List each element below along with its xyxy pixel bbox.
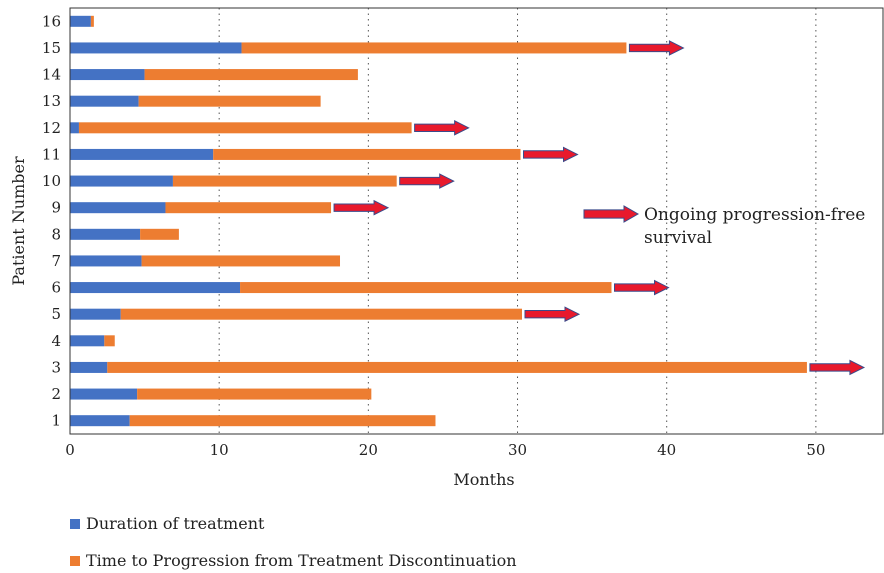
bar-treatment-patient-10 [70,175,173,187]
bar-treatment-patient-3 [70,361,108,373]
legend-label-treatment: Duration of treatment [86,514,265,533]
y-tick-label-8: 8 [51,225,61,243]
bar-treatment-patient-11 [70,148,214,160]
bar-treatment-patient-12 [70,122,79,134]
x-axis-title: Months [453,470,514,489]
ongoing-arrows [333,40,866,376]
bar-progression-patient-14 [144,69,358,81]
x-tick-label-50: 50 [806,441,825,459]
bar-progression-patient-3 [107,361,807,373]
bars [70,15,807,427]
x-tick-label-40: 40 [657,441,676,459]
ongoing-arrow-patient-15 [628,40,685,56]
y-tick-label-16: 16 [42,12,61,30]
bar-treatment-patient-2 [70,388,138,400]
y-tick-label-12: 12 [42,119,61,137]
y-axis-title: Patient Number [9,156,28,286]
bar-progression-patient-12 [78,122,412,134]
ongoing-arrow-patient-9 [333,199,390,216]
legend-label-progression: Time to Progression from Treatment Disco… [86,551,517,570]
bar-progression-patient-4 [104,335,115,347]
ongoing-arrow-patient-5 [524,306,581,322]
y-tick-label-9: 9 [51,199,61,217]
y-tick-label-11: 11 [42,145,61,163]
annotation-line-1: Ongoing progression-free [644,205,865,225]
legend-item-treatment: Duration of treatment [70,514,264,533]
y-tick-label-10: 10 [42,172,61,190]
x-tick-label-10: 10 [210,441,229,459]
bar-treatment-patient-15 [70,42,242,54]
bar-progression-patient-9 [165,202,332,214]
legend-swatch-progression [70,555,80,566]
x-tick-labels: 0 10 20 30 40 50 [65,441,825,459]
x-tick-label-30: 30 [508,441,527,459]
ongoing-arrow-patient-6 [614,279,670,296]
y-tick-label-1: 1 [51,412,61,430]
y-tick-label-6: 6 [51,279,61,297]
bar-treatment-patient-4 [70,335,105,347]
y-tick-label-15: 15 [42,39,61,57]
bar-progression-patient-16 [90,15,94,27]
ongoing-arrow-patient-11 [523,146,579,163]
ongoing-arrow-patient-3 [809,359,866,376]
bar-treatment-patient-16 [70,15,91,27]
bar-treatment-patient-9 [70,202,166,214]
annotation: Ongoing progression-free survival [583,205,865,248]
bar-treatment-patient-1 [70,415,130,427]
y-tick-label-14: 14 [42,66,61,84]
y-tick-label-13: 13 [42,92,61,110]
bar-treatment-patient-7 [70,255,142,267]
x-tick-label-20: 20 [359,441,378,459]
y-tick-label-3: 3 [51,358,61,376]
bar-treatment-patient-6 [70,282,241,294]
bar-treatment-patient-5 [70,308,121,320]
bar-progression-patient-11 [213,148,521,160]
bar-progression-patient-13 [138,95,321,107]
bar-treatment-patient-13 [70,95,139,107]
y-tick-label-2: 2 [51,385,61,403]
bar-progression-patient-2 [137,388,372,400]
bar-progression-patient-8 [140,228,179,240]
ongoing-arrow-patient-12 [414,120,470,136]
bar-progression-patient-7 [141,255,341,267]
x-tick-label-0: 0 [65,441,75,459]
annotation-arrow-shape [583,205,640,223]
annotation-arrow-icon [583,205,640,223]
ongoing-arrow-patient-10 [399,173,455,189]
annotation-line-2: survival [644,228,712,248]
y-tick-label-4: 4 [51,332,61,350]
bar-progression-patient-6 [240,282,612,294]
legend-swatch-treatment [70,518,80,529]
bar-progression-patient-15 [241,42,627,54]
plot-frame [69,7,884,435]
y-tick-label-5: 5 [51,305,61,323]
y-tick-label-7: 7 [51,252,61,270]
bar-treatment-patient-14 [70,69,145,81]
axes [69,7,884,435]
bar-progression-patient-10 [172,175,397,187]
bar-progression-patient-1 [129,415,436,427]
legend-item-progression: Time to Progression from Treatment Disco… [70,551,517,570]
bar-progression-patient-5 [120,308,522,320]
bar-treatment-patient-8 [70,228,141,240]
